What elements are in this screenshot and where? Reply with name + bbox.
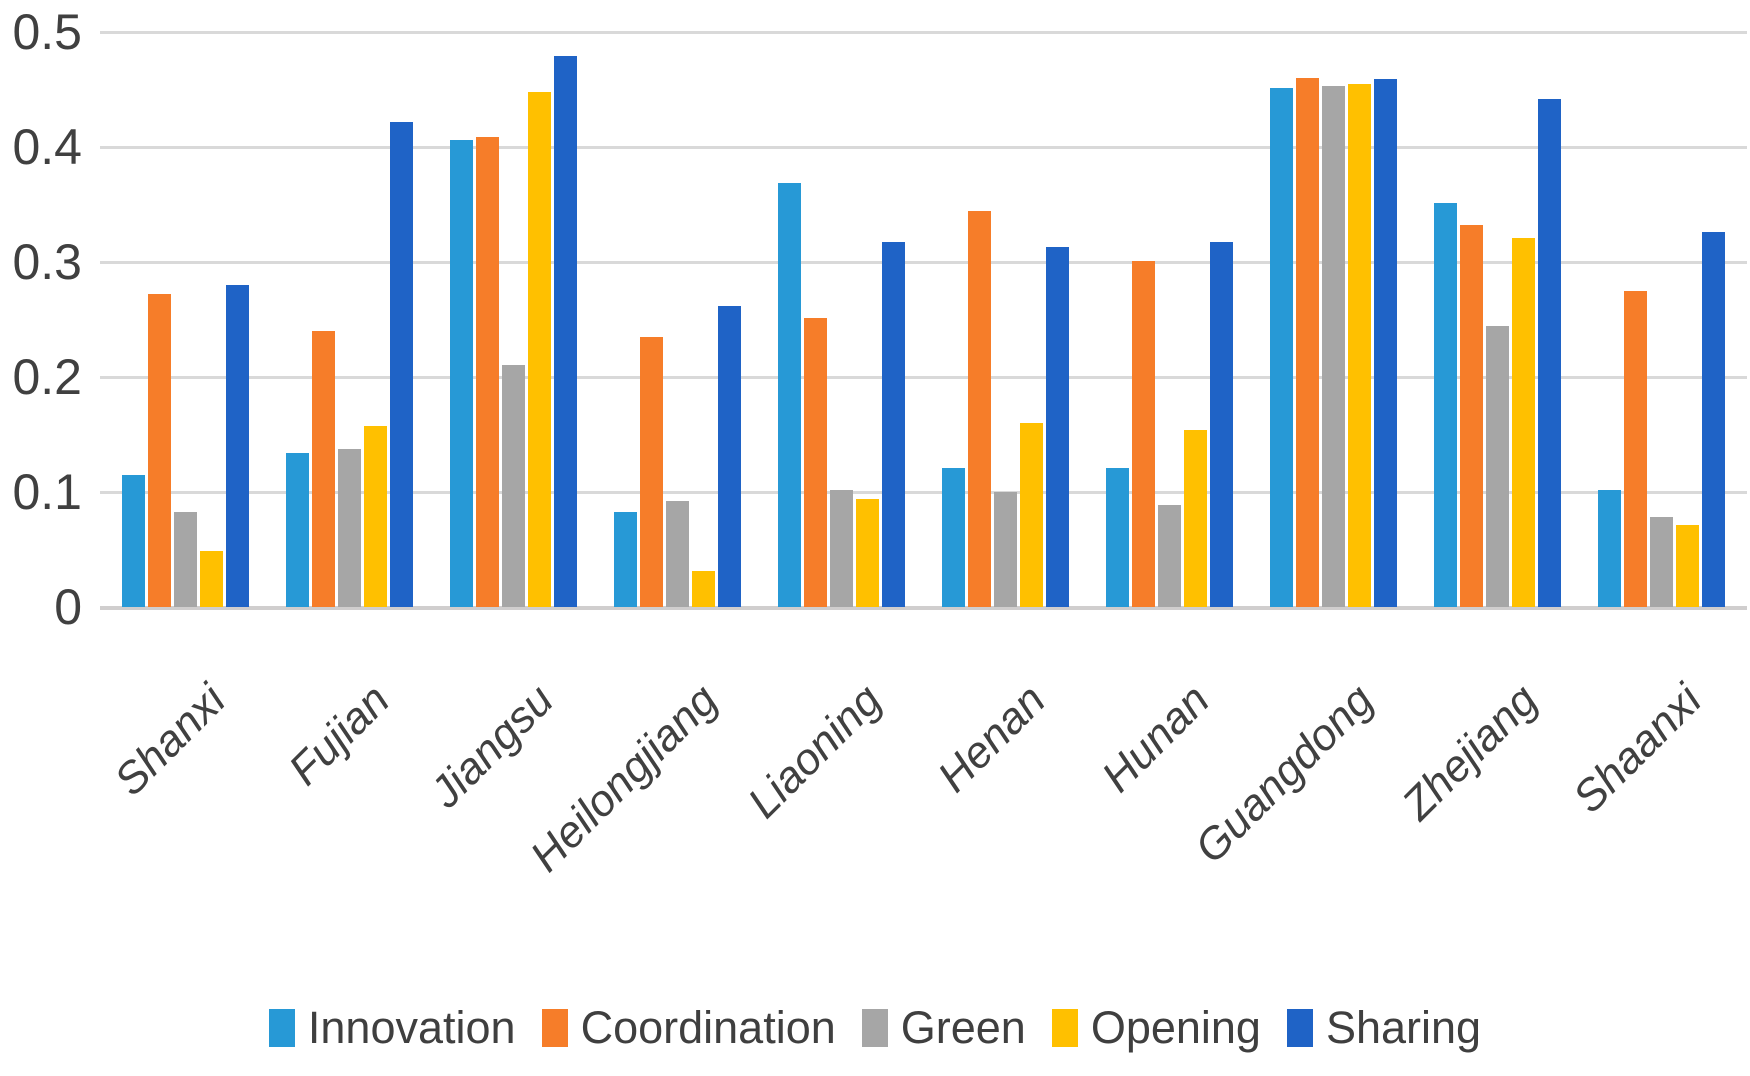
bar-sharing-liaoning [882,242,905,607]
bar-opening-fujian [364,426,387,607]
y-tick-label: 0.1 [12,464,82,520]
bar-innovation-hunan [1106,468,1129,607]
bar-coordination-jiangsu [476,137,499,607]
bar-opening-zhejiang [1512,238,1535,607]
legend-label: Coordination [580,1002,836,1053]
bar-sharing-henan [1046,247,1069,607]
bar-sharing-heilongjiang [718,306,741,607]
y-tick-label: 0 [54,579,82,635]
bar-opening-jiangsu [528,92,551,607]
bar-green-shanxi [174,512,197,607]
bar-opening-shaanxi [1676,525,1699,607]
bar-coordination-henan [968,211,991,607]
bar-sharing-jiangsu [554,56,577,607]
bar-green-guangdong [1322,86,1345,607]
bar-opening-henan [1020,423,1043,607]
legend-label: Green [900,1002,1026,1053]
bar-green-hunan [1158,505,1181,607]
legend-item-green: Green [861,1002,1026,1054]
gridline [100,261,1747,264]
bar-innovation-henan [942,468,965,607]
gridline [100,491,1747,494]
bar-innovation-heilongjiang [614,512,637,607]
bar-sharing-guangdong [1374,79,1397,607]
y-tick-label: 0.5 [12,4,82,60]
bar-innovation-shanxi [122,475,145,607]
bar-opening-hunan [1184,430,1207,607]
bar-green-fujian [338,449,361,607]
bar-opening-heilongjiang [692,571,715,607]
legend-swatch-innovation [268,1009,295,1047]
bar-innovation-liaoning [778,183,801,607]
bar-sharing-hunan [1210,242,1233,607]
bar-coordination-shaanxi [1624,291,1647,607]
bar-innovation-jiangsu [450,140,473,607]
legend-swatch-coordination [541,1009,568,1047]
legend: Innovation Coordination Green Opening Sharin… [0,1002,1750,1054]
legend-swatch-green [861,1009,888,1047]
legend-label: Opening [1090,1002,1261,1053]
y-tick-label: 0.4 [12,119,82,175]
bar-sharing-fujian [390,122,413,607]
gridline [100,146,1747,149]
bar-coordination-guangdong [1296,78,1319,607]
bar-innovation-zhejiang [1434,203,1457,607]
legend-item-coordination: Coordination [541,1002,836,1054]
legend-item-opening: Opening [1051,1002,1261,1054]
x-axis-line [100,606,1747,610]
bar-coordination-shanxi [148,294,171,607]
legend-label: Sharing [1325,1002,1482,1053]
gridline [100,31,1747,34]
y-tick-label: 0.3 [12,234,82,290]
bar-sharing-shanxi [226,285,249,607]
bar-innovation-shaanxi [1598,490,1621,607]
bar-green-liaoning [830,490,853,607]
bar-innovation-fujian [286,453,309,607]
bar-green-henan [994,492,1017,607]
y-tick-label: 0.2 [12,349,82,405]
bar-innovation-guangdong [1270,88,1293,607]
bar-coordination-hunan [1132,261,1155,607]
bar-coordination-heilongjiang [640,337,663,607]
bar-green-heilongjiang [666,501,689,607]
bar-opening-liaoning [856,499,879,607]
bar-sharing-zhejiang [1538,99,1561,607]
bar-coordination-liaoning [804,318,827,607]
legend-swatch-opening [1051,1009,1078,1047]
bar-green-zhejiang [1486,326,1509,607]
legend-item-sharing: Sharing [1286,1002,1482,1054]
legend-label: Innovation [307,1002,516,1053]
bar-coordination-fujian [312,331,335,607]
bar-sharing-shaanxi [1702,232,1725,607]
bar-coordination-zhejiang [1460,225,1483,607]
bar-opening-guangdong [1348,84,1371,607]
bar-green-jiangsu [502,365,525,607]
bar-green-shaanxi [1650,517,1673,607]
legend-swatch-sharing [1286,1009,1313,1047]
gridline [100,376,1747,379]
bar-opening-shanxi [200,551,223,607]
legend-item-innovation: Innovation [268,1002,516,1054]
